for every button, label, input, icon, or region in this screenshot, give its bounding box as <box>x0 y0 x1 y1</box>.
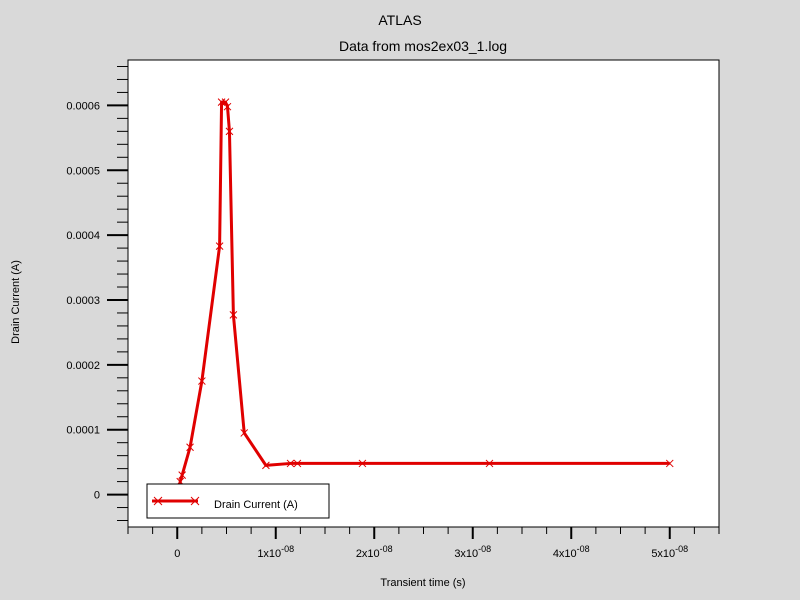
legend-marker <box>190 496 200 506</box>
y-tick-label: 0.0006 <box>66 100 100 112</box>
data-point-marker <box>665 459 674 468</box>
data-point-marker <box>186 443 194 452</box>
data-point-marker <box>286 459 295 468</box>
y-tick-label: 0.0005 <box>66 165 100 177</box>
chart-subtitle: Data from mos2ex03_1.log <box>338 38 508 54</box>
data-point-marker <box>358 459 367 468</box>
series-line <box>177 100 670 494</box>
data-point-marker <box>215 242 224 251</box>
x-tick-label: 3x10-08 <box>454 544 491 560</box>
x-tick-label: 1x10-08 <box>257 544 294 560</box>
y-axis: 0 0.0001 0.0002 0.0003 0.0004 0.0005 0.0006 <box>66 65 128 522</box>
legend-box <box>146 483 330 519</box>
y-tick-label: 0.0001 <box>66 425 100 437</box>
y-tick-label: 0.0004 <box>66 230 100 242</box>
chart-title: ATLAS <box>378 12 422 28</box>
data-point-marker <box>240 429 249 437</box>
legend-markers <box>153 496 200 506</box>
data-point-marker <box>178 471 187 479</box>
x-axis-label: Transient time (s) <box>380 577 466 589</box>
data-point-marker <box>485 459 494 468</box>
legend-marker <box>153 496 163 506</box>
y-tick-label: 0.0002 <box>66 360 100 372</box>
data-point-marker <box>198 377 206 385</box>
x-axis: 0 1x10-08 2x10-08 3x10-08 4x10-08 5x10-08 <box>127 527 720 560</box>
series-layer <box>175 98 674 498</box>
x-tick-label: 0 <box>174 548 180 560</box>
data-point-marker <box>293 459 302 468</box>
y-tick-label: 0 <box>94 490 100 502</box>
legend: Drain Current (A) <box>146 483 330 519</box>
x-tick-label: 2x10-08 <box>356 544 393 560</box>
data-point-marker <box>221 98 230 107</box>
data-point-marker <box>262 461 270 470</box>
data-point-marker <box>223 102 232 111</box>
data-point-marker <box>225 127 234 136</box>
x-tick-label: 4x10-08 <box>553 544 590 560</box>
data-point-marker <box>217 98 226 107</box>
data-point-marker <box>229 311 238 319</box>
y-tick-label: 0.0003 <box>66 295 100 307</box>
plot-area <box>127 59 720 528</box>
x-tick-label: 5x10-08 <box>651 544 688 560</box>
legend-label: Drain Current (A) <box>214 499 298 511</box>
